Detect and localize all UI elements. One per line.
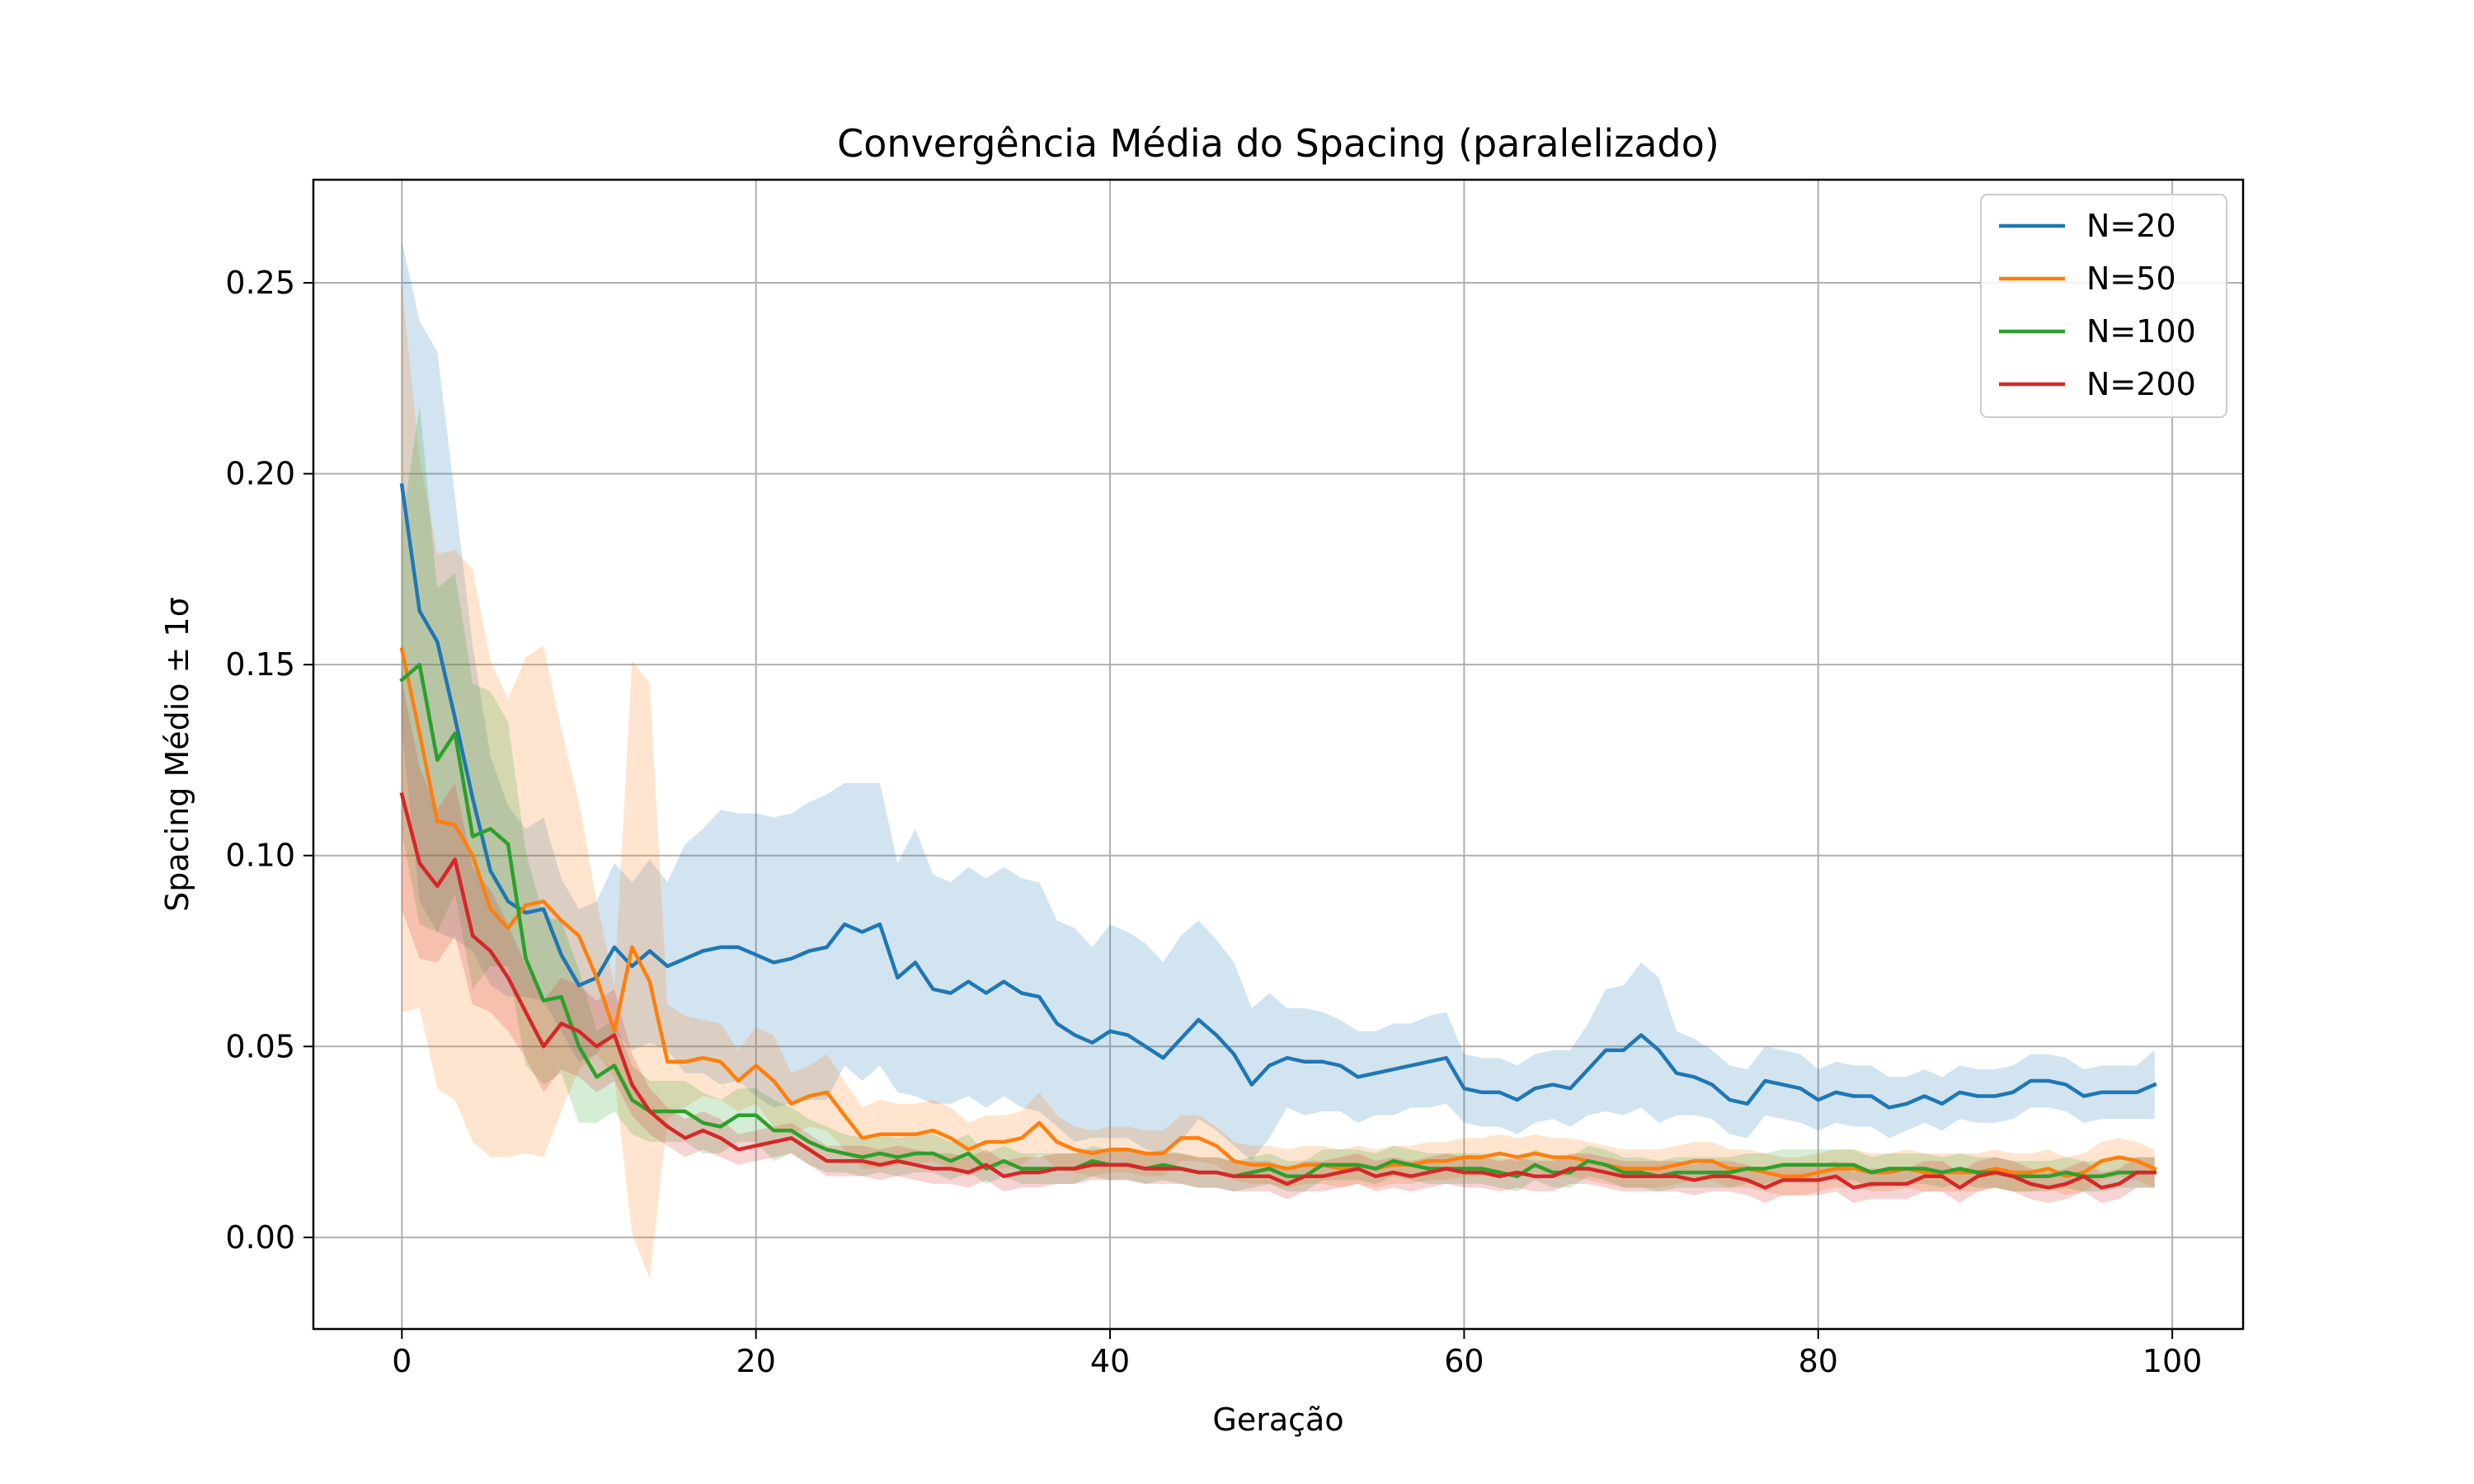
y-tick-label: 0.15 — [225, 646, 295, 683]
y-tick-label: 0.10 — [225, 838, 295, 874]
series-line-n-200 — [399, 791, 2157, 1190]
legend-label-n-200: N=200 — [2086, 366, 2196, 402]
x-tick-label: 20 — [736, 1343, 776, 1379]
legend-label-n-50: N=50 — [2086, 261, 2176, 297]
x-tick-label: 0 — [392, 1343, 412, 1379]
chart-title: Convergência Média do Spacing (paraleliz… — [837, 121, 1719, 166]
x-tick-label: 80 — [1799, 1343, 1838, 1379]
std-band-n-100 — [402, 405, 2155, 1192]
legend: N=20 N=50 N=100 N=200 — [1980, 194, 2227, 418]
x-tick-label: 60 — [1444, 1343, 1484, 1379]
series-line-n-20 — [399, 482, 2157, 1110]
grid — [313, 180, 2243, 1329]
y-tick-label: 0.25 — [225, 265, 295, 301]
x-axis-label: Geração — [1212, 1402, 1343, 1438]
y-tick-label: 0.00 — [225, 1219, 295, 1256]
series-line-n-100 — [399, 662, 2157, 1179]
y-tick-label: 0.20 — [225, 456, 295, 492]
plot-frame — [312, 178, 2245, 1331]
y-axis-label: Spacing Médio ± 1σ — [159, 597, 195, 912]
y-tick-label: 0.05 — [225, 1028, 295, 1064]
std-band-n-50 — [402, 286, 2155, 1280]
legend-label-n-100: N=100 — [2086, 313, 2196, 350]
legend-label-n-20: N=20 — [2086, 208, 2176, 244]
series-lines — [399, 482, 2157, 1190]
legend-frame — [1980, 194, 2227, 418]
axis-ticks: 0 20 40 60 80 100 0.00 0.05 0.10 0.15 0.20 0.25 — [225, 265, 2202, 1379]
x-tick-label: 40 — [1090, 1343, 1130, 1379]
x-tick-label: 100 — [2142, 1343, 2203, 1379]
